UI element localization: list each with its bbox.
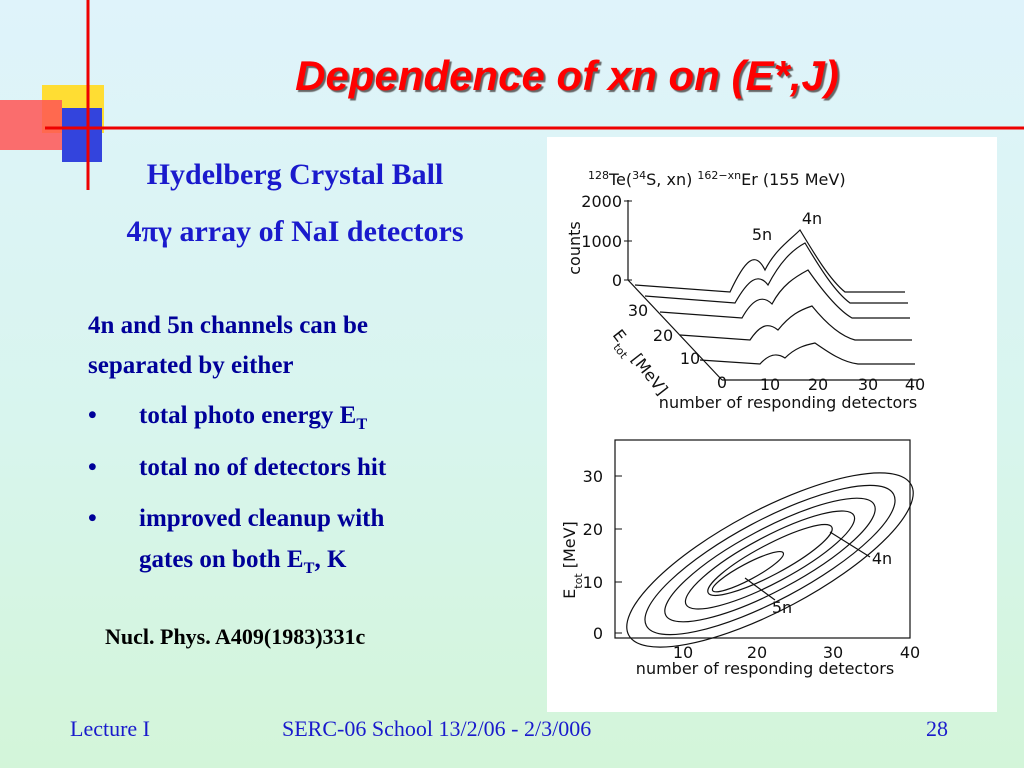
x-tick-label: 30 bbox=[823, 643, 843, 662]
depth-tick-label: 10 bbox=[680, 349, 700, 368]
red-square bbox=[0, 100, 62, 150]
superscript: 128 bbox=[588, 169, 609, 182]
subscript: tot bbox=[572, 573, 585, 589]
peak-label: 5n bbox=[772, 598, 792, 617]
depth-tick-label: 20 bbox=[653, 326, 673, 345]
y-tick-label: 1000 bbox=[581, 232, 622, 251]
y-tick-label: 0 bbox=[593, 624, 603, 643]
y-tick-label: 2000 bbox=[581, 192, 622, 211]
y-axis-label: counts bbox=[565, 221, 584, 274]
y-tick-label: 30 bbox=[583, 467, 603, 486]
figure-label: Etot [MeV] bbox=[560, 521, 585, 599]
x-tick-label: 20 bbox=[747, 643, 767, 662]
x-tick-label: 10 bbox=[760, 375, 780, 394]
text: 4n and 5n channels can be bbox=[88, 312, 368, 339]
figure-panel bbox=[547, 137, 997, 712]
subscript: T bbox=[356, 415, 368, 433]
depth-tick-label: 0 bbox=[717, 373, 727, 392]
bullet-text: gates on both ET, K bbox=[139, 546, 346, 578]
bullet-text: total no of detectors hit bbox=[139, 454, 386, 482]
y-tick-label: 10 bbox=[583, 573, 603, 592]
text-part: [MeV] bbox=[560, 521, 579, 573]
text-part: gates on both E bbox=[139, 546, 304, 573]
x-tick-label: 40 bbox=[900, 643, 920, 662]
peak-label: 4n bbox=[802, 209, 822, 228]
x-axis-label: number of responding detectors bbox=[659, 393, 917, 412]
peak-label: 4n bbox=[872, 549, 892, 568]
x-tick-label: 40 bbox=[905, 375, 925, 394]
superscript: 34 bbox=[632, 169, 646, 182]
figure-label: 128Te(34S, xn) 162−xnEr (155 MeV) bbox=[588, 169, 846, 190]
text-part: E bbox=[560, 589, 579, 599]
reference: Nucl. Phys. A409(1983)331c bbox=[105, 624, 366, 649]
text-part: total photo energy E bbox=[139, 402, 357, 429]
text-part: total no of detectors hit bbox=[139, 454, 387, 481]
bullet: • bbox=[88, 505, 97, 532]
x-axis-label: number of responding detectors bbox=[636, 659, 894, 678]
text-part: Te( bbox=[608, 170, 632, 189]
x-tick-label: 10 bbox=[673, 643, 693, 662]
footer-right: 28 bbox=[926, 716, 948, 741]
slide-title: Dependence of xn on (E*,J) bbox=[295, 52, 839, 99]
text-part: S, xn) bbox=[646, 170, 697, 189]
blue-square bbox=[62, 108, 102, 162]
y-tick-label: 0 bbox=[612, 271, 622, 290]
x-tick-label: 20 bbox=[808, 375, 828, 394]
text: separated by either bbox=[88, 352, 294, 379]
footer-center: SERC-06 School 13/2/06 - 2/3/006 bbox=[282, 716, 592, 741]
bullet-text: improved cleanup with bbox=[139, 505, 384, 533]
bullet-text: total photo energy ET bbox=[139, 402, 367, 434]
subtitle: 4πγ array of NaI detectors bbox=[126, 215, 464, 248]
footer-left: Lecture I bbox=[70, 716, 150, 741]
superscript: 162−xn bbox=[697, 169, 741, 182]
peak-label: 5n bbox=[752, 225, 772, 244]
depth-tick-label: 30 bbox=[628, 301, 648, 320]
text-part: Er (155 MeV) bbox=[741, 170, 845, 189]
text-part: improved cleanup with bbox=[139, 505, 385, 532]
y-tick-label: 20 bbox=[583, 520, 603, 539]
subtitle: Hydelberg Crystal Ball bbox=[146, 158, 444, 191]
bullet: • bbox=[88, 454, 97, 481]
bullet: • bbox=[88, 402, 97, 429]
subscript: T bbox=[303, 559, 315, 577]
text-part: [MeV] bbox=[625, 346, 672, 399]
text-part: , K bbox=[314, 546, 347, 573]
x-tick-label: 30 bbox=[858, 375, 878, 394]
